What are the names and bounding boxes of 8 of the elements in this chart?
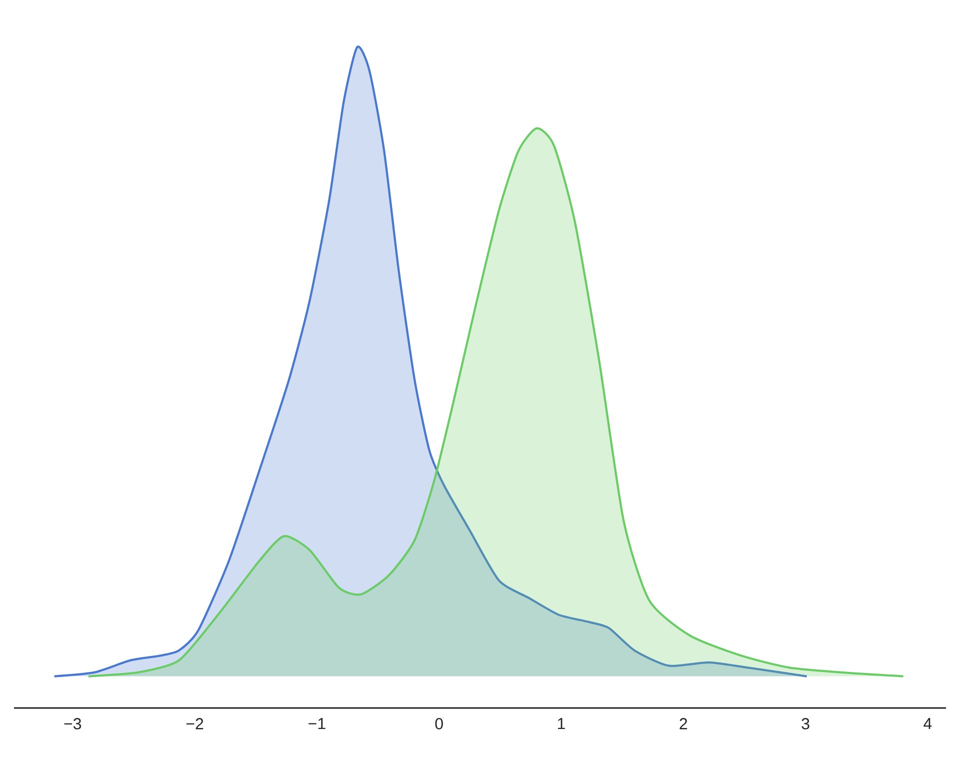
x-tick-label: 4 <box>924 718 932 730</box>
x-tick-label: 1 <box>558 718 565 730</box>
x-tick-label: −1 <box>308 718 326 730</box>
x-tick-label: 3 <box>802 718 810 730</box>
x-tick-label: 0 <box>435 718 443 730</box>
x-tick-label: −3 <box>64 718 82 730</box>
x-tick-label: 2 <box>680 718 688 730</box>
x-tick-label: −2 <box>186 718 204 730</box>
